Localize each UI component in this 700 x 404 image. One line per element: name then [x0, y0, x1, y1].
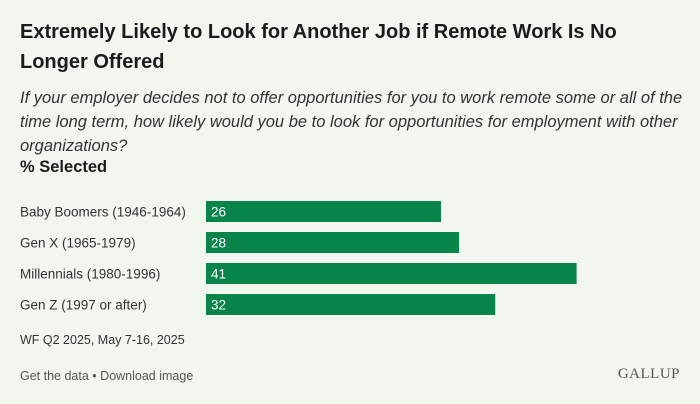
category-label: Gen Z (1997 or after)	[20, 298, 147, 313]
chart-subtitle: If your employer decides not to offer op…	[20, 89, 683, 155]
data-label: 26	[211, 205, 226, 220]
get-data-link[interactable]: Get the data	[20, 369, 89, 383]
data-label: 28	[211, 236, 226, 251]
category-label: Baby Boomers (1946-1964)	[20, 205, 186, 220]
gallup-logo: GALLUP	[617, 366, 680, 382]
footer-links: Get the data • Download image	[20, 369, 193, 383]
data-label: 41	[211, 267, 226, 282]
source-note: WF Q2 2025, May 7-16, 2025	[20, 333, 185, 347]
category-label: Millennials (1980-1996)	[20, 267, 160, 282]
measure-label: % Selected	[20, 158, 108, 176]
category-label: Gen X (1965-1979)	[20, 236, 136, 251]
bar-chart: Baby Boomers (1946-1964) 26 Gen X (1965-19…	[20, 201, 577, 315]
bar	[206, 263, 577, 284]
chart-title: Extremely Likely to Look for Another Job…	[20, 21, 617, 73]
bar	[206, 201, 441, 222]
bar	[206, 294, 496, 315]
download-image-link[interactable]: Download image	[100, 369, 194, 383]
data-label: 32	[211, 298, 226, 313]
footer-separator: •	[92, 369, 97, 383]
bar	[206, 232, 460, 253]
